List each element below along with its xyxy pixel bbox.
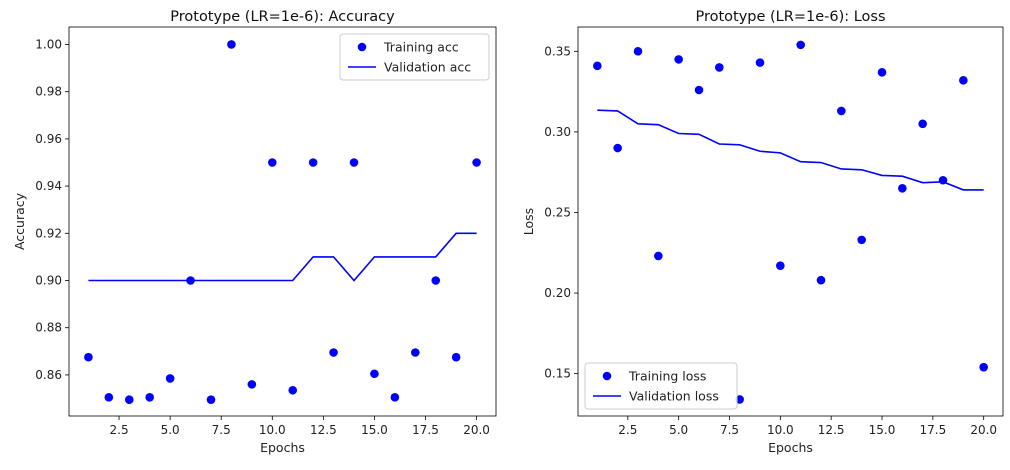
accuracy-training-point [124, 395, 134, 405]
accuracy-x-tick-label: 20.0 [463, 423, 490, 437]
accuracy-training-point [145, 393, 155, 402]
loss-training-point [735, 395, 744, 404]
accuracy-legend-box [339, 33, 490, 81]
loss-legend-label: Training loss [628, 369, 706, 384]
loss-plot-frame [577, 26, 1004, 417]
loss-y-tick-label: 0.25 [544, 205, 571, 219]
accuracy-x-tick-label: 10.0 [259, 423, 286, 437]
loss-training-point [816, 275, 826, 285]
accuracy-validation-line [88, 232, 477, 282]
loss-legend-marker-swatch [602, 371, 612, 381]
loss-training-point [674, 55, 683, 64]
loss-training-point [877, 67, 887, 77]
accuracy-training-point [165, 374, 175, 383]
accuracy-y-tick-label: 0.98 [35, 85, 62, 99]
accuracy-y-tick-label: 0.92 [35, 226, 62, 240]
accuracy-training-point [247, 380, 257, 389]
loss-legend: Training loss Validation loss [584, 362, 738, 410]
accuracy-y-tick-label: 0.88 [35, 321, 62, 335]
accuracy-training-point [451, 352, 461, 362]
accuracy-x-axis-label: Epochs [260, 440, 305, 455]
accuracy-chart: 2.5 5.0 7.5 10.0 12.5 15.0 17.5 20.0 0.86 0.88 0.9… [12, 9, 497, 455]
loss-validation-line [597, 109, 984, 191]
accuracy-x-tick-label: 12.5 [310, 423, 337, 437]
accuracy-training-point [390, 393, 400, 402]
loss-training-point [898, 184, 907, 193]
accuracy-legend-label: Training acc [383, 40, 459, 55]
accuracy-training-point [288, 385, 298, 395]
accuracy-training-point [329, 348, 338, 357]
loss-y-axis-label: Loss [521, 208, 536, 235]
loss-x-tick-label: 2.5 [618, 423, 637, 437]
accuracy-y-tick-label: 0.96 [35, 132, 62, 146]
loss-training-point [857, 235, 866, 245]
accuracy-training-point [431, 276, 441, 285]
loss-chart-title: Prototype (LR=1e-6): Loss [695, 9, 885, 25]
loss-training-point [715, 63, 724, 72]
loss-legend-label: Validation loss [629, 389, 719, 404]
loss-x-tick-label: 12.5 [818, 423, 845, 437]
accuracy-training-point [410, 348, 420, 357]
accuracy-y-tick-label: 0.94 [35, 179, 62, 193]
loss-y-tick-label: 0.20 [544, 286, 571, 300]
loss-x-tick-label: 7.5 [720, 423, 739, 437]
loss-y-tick-label: 0.30 [544, 125, 571, 139]
accuracy-x-tick-label: 5.0 [161, 423, 180, 437]
loss-x-tick-label: 17.5 [919, 423, 946, 437]
accuracy-x-tick-label: 17.5 [412, 423, 439, 437]
loss-training-point [918, 119, 927, 129]
accuracy-x-tick-label: 2.5 [110, 423, 129, 437]
loss-chart: 2.5 5.0 7.5 10.0 12.5 15.0 17.5 20.0 0.15 0.20 0.2… [521, 9, 1004, 455]
accuracy-x-tick-label: 15.0 [361, 423, 388, 437]
accuracy-y-tick-label: 1.00 [35, 37, 62, 51]
accuracy-y-tick-label: 0.86 [35, 368, 62, 382]
loss-training-point [796, 40, 805, 50]
loss-y-tick-label: 0.35 [544, 44, 571, 58]
accuracy-training-point [349, 158, 359, 167]
accuracy-training-point [227, 40, 236, 49]
accuracy-training-point [84, 352, 93, 362]
accuracy-training-point [308, 158, 318, 167]
loss-y-tick-label: 0.15 [544, 367, 571, 381]
accuracy-training-point [104, 393, 114, 402]
loss-training-point [837, 106, 846, 116]
loss-training-point [776, 261, 785, 270]
loss-x-tick-label: 5.0 [669, 423, 688, 437]
accuracy-legend-label: Validation acc [384, 60, 471, 75]
loss-training-point [633, 47, 643, 56]
loss-training-point [755, 58, 765, 67]
accuracy-y-tick-label: 0.90 [35, 274, 62, 288]
accuracy-x-tick-label: 7.5 [212, 423, 231, 437]
loss-x-tick-label: 10.0 [767, 423, 794, 437]
accuracy-training-point [472, 158, 481, 167]
accuracy-plot-frame [68, 26, 497, 417]
loss-training-point [959, 76, 968, 85]
accuracy-training-point [267, 158, 277, 167]
loss-x-axis-label: Epochs [768, 440, 813, 455]
loss-training-point [654, 251, 663, 261]
accuracy-legend-marker-swatch [357, 42, 367, 52]
loss-training-point [694, 85, 704, 95]
loss-training-point [613, 143, 622, 153]
accuracy-training-point [370, 369, 379, 379]
accuracy-legend: Training acc Validation acc [339, 33, 490, 81]
accuracy-training-point [206, 395, 216, 405]
loss-x-tick-label: 15.0 [869, 423, 896, 437]
accuracy-chart-title: Prototype (LR=1e-6): Accuracy [170, 9, 395, 25]
loss-training-point [979, 362, 988, 372]
loss-training-point [593, 61, 602, 71]
loss-legend-box [584, 362, 738, 410]
loss-x-tick-label: 20.0 [970, 423, 997, 437]
accuracy-y-axis-label: Accuracy [12, 192, 27, 250]
